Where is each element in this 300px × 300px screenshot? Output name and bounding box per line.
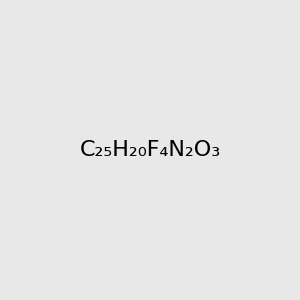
Text: C₂₅H₂₀F₄N₂O₃: C₂₅H₂₀F₄N₂O₃ [80,140,220,160]
